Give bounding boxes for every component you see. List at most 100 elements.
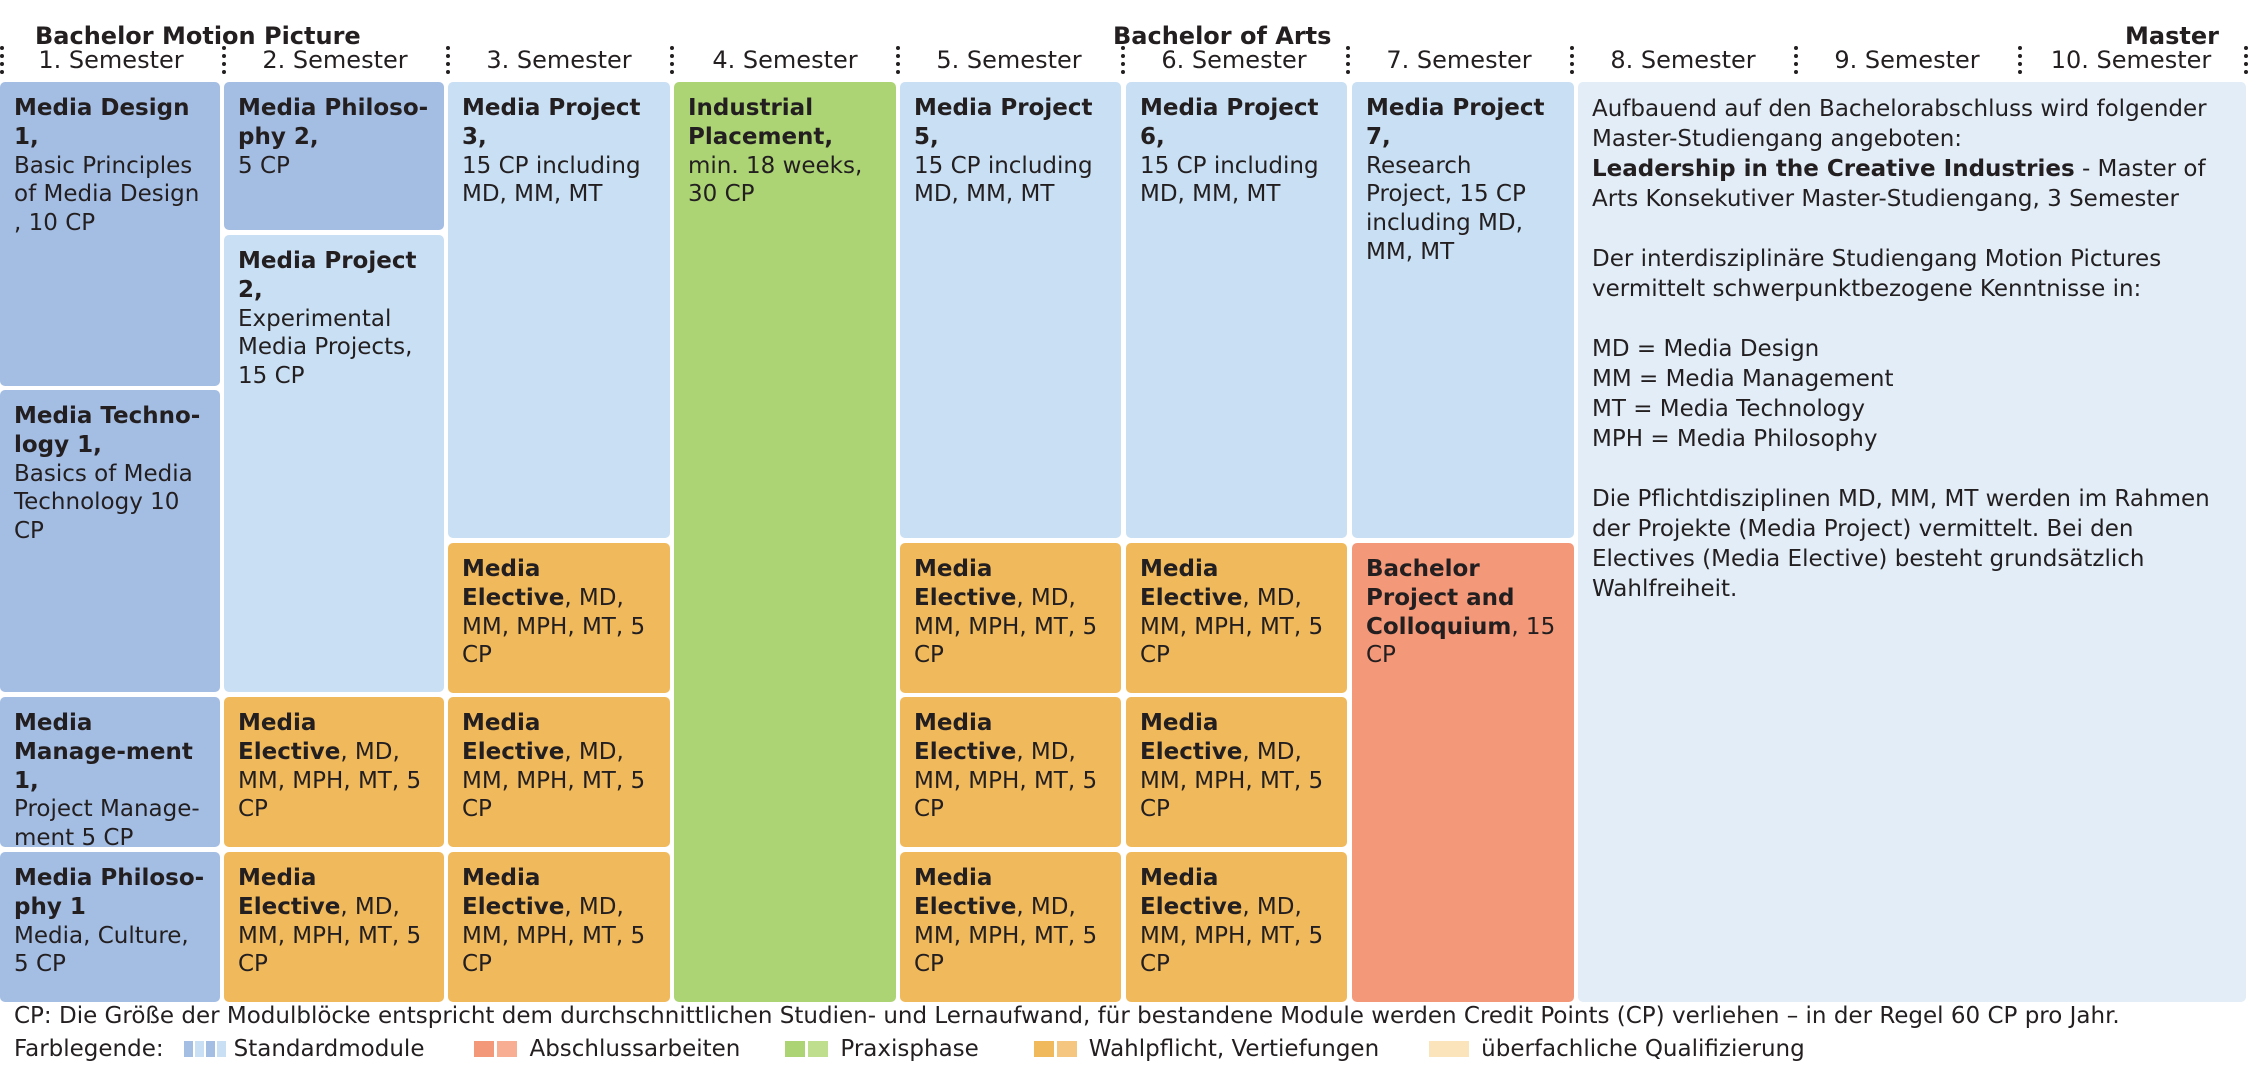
master-description: Der interdisziplinäre Studiengang Motion…	[1592, 246, 2162, 302]
module-media-project-2: Media Project 2, Experimental Media Proj…	[224, 235, 444, 692]
module-title: Industrial Placement,	[688, 95, 834, 150]
module-media-elective: Media Elective, MD, MM, MPH, MT, 5 CP	[1126, 697, 1347, 847]
semester-label: 7. Semester	[1386, 46, 1532, 74]
legend-text: überfachliche Qualifizierung	[1481, 1036, 1805, 1062]
abbr-mt: MT = Media Technology	[1592, 396, 1866, 422]
credit-points-footnote: CP: Die Größe der Modulblöcke entspricht…	[14, 1003, 2120, 1029]
module-media-management-1: Media Manage-ment 1, Project Manage-ment…	[0, 697, 220, 847]
module-title: Media Elective	[462, 865, 565, 920]
module-media-project-6: Media Project 6, 15 CP including MD, MM,…	[1126, 82, 1347, 538]
module-title: Media Elective	[914, 710, 1017, 765]
module-media-elective: Media Elective, MD, MM, MPH, MT, 5 CP	[224, 852, 444, 1002]
module-title: Media Project 7,	[1366, 95, 1545, 150]
module-title: Media Elective	[1140, 556, 1243, 611]
module-media-elective: Media Elective, MD, MM, MPH, MT, 5 CP	[448, 543, 670, 693]
semester-label: 1. Semester	[38, 46, 184, 74]
legend-final: Abschlussarbeiten	[474, 1036, 740, 1062]
module-title: Media Elective	[914, 865, 1017, 920]
swatch-icon	[785, 1041, 806, 1057]
module-desc: , MD, MM, MPH, MT, 5 CP	[1140, 893, 1324, 978]
semester-separator	[446, 46, 450, 74]
module-title: Media Elective	[1140, 865, 1243, 920]
abbr-md: MD = Media Design	[1592, 336, 1820, 362]
swatch-icon	[194, 1041, 204, 1057]
semester-separator	[1794, 46, 1798, 74]
module-desc: Basic Principles of Media Design , 10 CP	[14, 152, 200, 237]
module-media-elective: Media Elective, MD, MM, MPH, MT, 5 CP	[900, 543, 1121, 693]
semester-label: 8. Semester	[1610, 46, 1756, 74]
module-media-project-3: Media Project 3, 15 CP including MD, MM,…	[448, 82, 670, 538]
module-desc: 15 CP including MD, MM, MT	[462, 152, 641, 208]
module-media-elective: Media Elective, MD, MM, MPH, MT, 5 CP	[224, 697, 444, 847]
module-title: Media Project 2,	[238, 248, 417, 303]
module-title: Media Project 3,	[462, 95, 641, 150]
semester-separator	[2018, 46, 2022, 74]
module-desc: , MD, MM, MPH, MT, 5 CP	[238, 893, 422, 978]
module-desc: 15 CP including MD, MM, MT	[1140, 152, 1319, 208]
master-program-details: - Master of Arts Konsekutiver Master-Stu…	[1592, 156, 2206, 212]
module-media-elective: Media Elective, MD, MM, MPH, MT, 5 CP	[1126, 852, 1347, 1002]
module-desc: , 15 CP	[1366, 613, 1556, 669]
semester-separator	[670, 46, 674, 74]
semester-label: 10. Semester	[2050, 46, 2212, 74]
module-title: Media Elective	[462, 710, 565, 765]
module-title: Media Manage-ment 1,	[14, 710, 193, 794]
semester-label: 5. Semester	[936, 46, 1082, 74]
legend-text: Praxisphase	[840, 1036, 979, 1062]
master-info-panel: Aufbauend auf den Bachelorabschluss wird…	[1578, 82, 2246, 1002]
module-desc: , MD, MM, MPH, MT, 5 CP	[914, 738, 1098, 823]
module-media-elective: Media Elective, MD, MM, MPH, MT, 5 CP	[900, 852, 1121, 1002]
module-title: Media Elective	[914, 556, 1017, 611]
abbr-mph: MPH = Media Philosophy	[1592, 426, 1878, 452]
module-title: Media Philoso-phy 1	[14, 865, 205, 920]
module-title: Media Elective	[1140, 710, 1243, 765]
swatch-icon	[474, 1041, 495, 1057]
semester-separator	[896, 46, 900, 74]
semester-separator	[222, 46, 226, 74]
master-program-name: Leadership in the Creative Industries	[1592, 156, 2075, 182]
master-intro: Aufbauend auf den Bachelorabschluss wird…	[1592, 94, 2232, 214]
module-desc: Research Project, 15 CP including MD, MM…	[1366, 152, 1526, 265]
abbr-mm: MM = Media Management	[1592, 366, 1894, 392]
module-media-project-7: Media Project 7, Research Project, 15 CP…	[1352, 82, 1574, 538]
module-title: Media Elective	[238, 710, 341, 765]
module-desc: , MD, MM, MPH, MT, 5 CP	[1140, 584, 1324, 669]
module-industrial-placement: Industrial Placement, min. 18 weeks, 30 …	[674, 82, 896, 1002]
module-desc: , MD, MM, MPH, MT, 5 CP	[914, 584, 1098, 669]
module-desc: 5 CP	[238, 152, 290, 179]
module-desc: min. 18 weeks, 30 CP	[688, 152, 863, 208]
module-title: Media Elective	[462, 556, 565, 611]
semester-separator	[1121, 46, 1125, 74]
header-bachelor-of-arts: Bachelor of Arts	[1113, 22, 1332, 50]
module-desc: Experimental Media Projects, 15 CP	[238, 305, 413, 390]
module-desc: 15 CP including MD, MM, MT	[914, 152, 1093, 208]
module-title: Media Techno-logy 1,	[14, 403, 201, 458]
module-media-design-1: Media Design 1, Basic Principles of Medi…	[0, 82, 220, 386]
module-media-elective: Media Elective, MD, MM, MPH, MT, 5 CP	[448, 697, 670, 847]
module-desc: , MD, MM, MPH, MT, 5 CP	[462, 738, 646, 823]
module-title: Media Design 1,	[14, 95, 190, 150]
module-desc: Media, Culture, 5 CP	[14, 922, 189, 978]
module-media-philosophy-1: Media Philoso-phy 1 Media, Culture, 5 CP	[0, 852, 220, 1002]
module-bachelor-project: Bachelor Project and Colloquium, 15 CP	[1352, 543, 1574, 1002]
module-desc: , MD, MM, MPH, MT, 5 CP	[1140, 738, 1324, 823]
module-media-elective: Media Elective, MD, MM, MPH, MT, 5 CP	[448, 852, 670, 1002]
legend-practice: Praxisphase	[785, 1036, 979, 1062]
semester-label: 4. Semester	[712, 46, 858, 74]
swatch-icon	[205, 1041, 215, 1057]
semester-label: 9. Semester	[1834, 46, 1980, 74]
swatch-icon	[497, 1041, 518, 1057]
swatch-icon	[216, 1041, 226, 1057]
module-media-elective: Media Elective, MD, MM, MPH, MT, 5 CP	[1126, 543, 1347, 693]
legend-general: überfachliche Qualifizierung	[1429, 1036, 1805, 1062]
module-desc: Project Manage-ment 5 CP	[14, 796, 200, 847]
swatch-icon	[1056, 1041, 1077, 1057]
semester-separator	[0, 46, 4, 74]
legend-label: Farblegende:	[14, 1036, 164, 1062]
module-media-philosophy-2: Media Philoso-phy 2, 5 CP	[224, 82, 444, 230]
module-title: Media Project 5,	[914, 95, 1093, 150]
module-title: Media Project 6,	[1140, 95, 1319, 150]
master-intro-text: Aufbauend auf den Bachelorabschluss wird…	[1592, 96, 2207, 152]
swatch-icon	[808, 1041, 829, 1057]
semester-separator	[1570, 46, 1574, 74]
